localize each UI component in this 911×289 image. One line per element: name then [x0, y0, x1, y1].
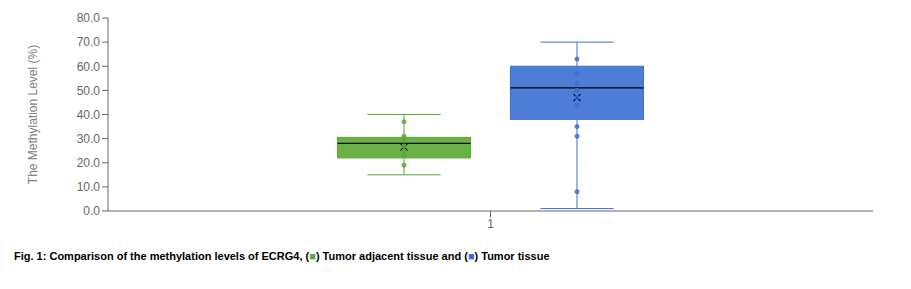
- svg-text:0.0: 0.0: [83, 204, 100, 218]
- svg-text:10.0: 10.0: [77, 180, 101, 194]
- svg-text:1: 1: [487, 217, 494, 231]
- svg-text:50.0: 50.0: [77, 84, 101, 98]
- svg-text:30.0: 30.0: [77, 132, 101, 146]
- html-text:Fig. 1: Comparison of the meth: Fig. 1: Comparison of the methylation le…: [14, 250, 550, 262]
- svg-text:60.0: 60.0: [77, 60, 101, 74]
- svg-text:20.0: 20.0: [77, 156, 101, 170]
- svg-text:80.0: 80.0: [77, 11, 101, 25]
- svg-text:40.0: 40.0: [77, 108, 101, 122]
- svg-text:The Methylation Level (%): The Methylation Level (%): [26, 45, 40, 184]
- svg-text:70.0: 70.0: [77, 35, 101, 49]
